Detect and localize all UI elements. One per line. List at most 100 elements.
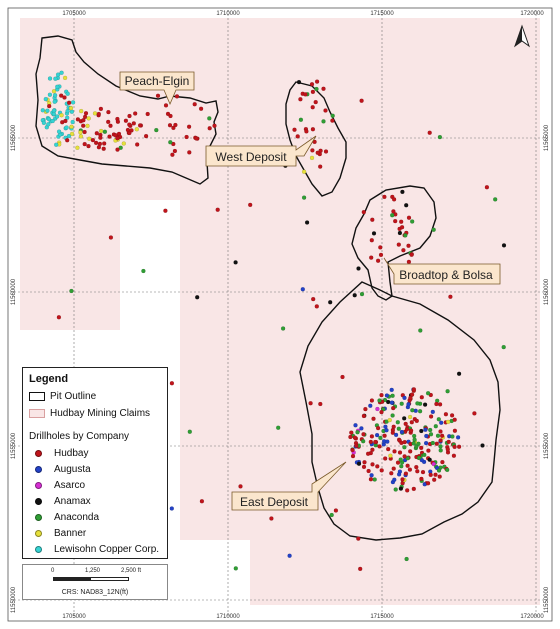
legend-dot-icon xyxy=(35,450,42,457)
drillhole-point xyxy=(437,474,442,479)
drillhole-point xyxy=(390,413,395,418)
drillhole-point xyxy=(137,123,143,128)
x-tick: 1710000 xyxy=(216,11,240,17)
pit-outline-east-deposit xyxy=(299,281,501,541)
legend-dot-icon xyxy=(35,466,42,473)
drillhole-point xyxy=(425,391,431,396)
drillhole-point xyxy=(434,441,439,446)
drillhole-point xyxy=(369,434,375,439)
x-tick: 1720000 xyxy=(520,614,544,620)
drillhole-point xyxy=(66,133,72,139)
drillhole-point xyxy=(198,106,204,111)
legend-item-pit-outline: Pit Outline xyxy=(29,391,96,402)
drillhole-point xyxy=(98,128,104,134)
drillhole-point xyxy=(363,406,368,412)
drillhole-point xyxy=(407,414,413,420)
drillhole-point xyxy=(53,76,58,81)
drillhole-point xyxy=(361,439,366,444)
drillhole-point xyxy=(85,123,90,129)
drillhole-point xyxy=(416,455,422,461)
drillhole-point xyxy=(50,118,55,124)
drillhole-point xyxy=(309,155,315,161)
drillhole-point xyxy=(393,487,398,492)
drillhole-point xyxy=(396,472,402,477)
drillhole-point xyxy=(404,427,410,432)
drillhole-point xyxy=(387,417,392,423)
drillhole-point xyxy=(195,295,200,300)
drillhole-point xyxy=(172,148,178,154)
scale-bar-graphic xyxy=(53,577,129,581)
drillhole-point xyxy=(171,141,176,147)
drillhole-points xyxy=(40,70,507,572)
mining-claims-nw xyxy=(20,18,170,178)
drillhole-point xyxy=(108,123,113,128)
drillhole-point xyxy=(484,185,490,190)
legend-label: Hudbay xyxy=(54,448,89,459)
drillhole-point xyxy=(93,140,99,146)
drillhole-point xyxy=(171,125,176,131)
drillhole-point xyxy=(452,417,457,422)
drillhole-point xyxy=(445,467,450,473)
drillhole-point xyxy=(399,219,404,224)
drillhole-point xyxy=(349,430,354,435)
drillhole-point xyxy=(47,76,53,81)
drillhole-point xyxy=(392,477,397,482)
drillhole-point xyxy=(168,113,173,119)
drillhole-point xyxy=(65,91,70,96)
drillhole-point xyxy=(333,508,339,513)
x-tick: 1705000 xyxy=(62,11,86,17)
drillhole-point xyxy=(404,556,409,562)
drillhole-point xyxy=(371,416,376,421)
drillhole-point xyxy=(449,413,455,418)
drillhole-point xyxy=(192,102,197,107)
y-tick: 11550000 xyxy=(544,586,550,613)
drillhole-point xyxy=(328,300,333,305)
drillhole-point xyxy=(358,566,363,572)
drillhole-point xyxy=(59,93,64,98)
legend-item-company: Augusta xyxy=(29,464,91,475)
x-tick: 1715000 xyxy=(370,614,394,620)
drillhole-point xyxy=(369,398,375,403)
drillhole-point xyxy=(70,119,75,125)
drillhole-point xyxy=(411,486,416,492)
drillhole-point xyxy=(330,113,335,118)
drillhole-point xyxy=(361,209,366,215)
drillhole-point xyxy=(480,443,485,448)
drillhole-point xyxy=(310,89,316,95)
pit-outline-broadtop-bolsa xyxy=(351,185,437,301)
drillhole-point xyxy=(207,126,212,131)
drillhole-point xyxy=(55,84,60,89)
drillhole-point xyxy=(402,395,407,401)
pit-outline-west-deposit xyxy=(285,81,347,197)
drillhole-point xyxy=(450,434,455,439)
drillhole-point xyxy=(310,148,315,153)
legend-label: Hudbay Mining Claims xyxy=(50,408,151,419)
drillhole-point xyxy=(135,142,140,147)
drillhole-point xyxy=(411,387,417,392)
x-tick: 1715000 xyxy=(370,11,394,17)
drillhole-point xyxy=(408,395,413,401)
drillhole-point xyxy=(145,111,150,117)
drillhole-point xyxy=(356,461,362,466)
drillhole-point xyxy=(115,119,121,124)
drillhole-point xyxy=(359,98,364,103)
drillhole-point xyxy=(374,432,380,438)
drillhole-point xyxy=(115,136,120,141)
drillhole-point xyxy=(415,401,420,406)
drillhole-point xyxy=(280,326,286,331)
drillhole-point xyxy=(106,109,111,115)
drillhole-point xyxy=(424,433,429,439)
drillhole-point xyxy=(408,428,414,433)
y-tick: 11550000 xyxy=(11,586,17,613)
drillhole-point xyxy=(127,122,132,127)
drillhole-point xyxy=(391,466,396,471)
drillhole-point xyxy=(78,130,83,135)
drillhole-point xyxy=(400,477,405,482)
drillhole-point xyxy=(127,113,132,119)
drillhole-point xyxy=(437,402,443,407)
drillhole-point xyxy=(398,457,403,462)
drillhole-point xyxy=(233,260,238,265)
drillhole-point xyxy=(54,142,59,147)
drillhole-point xyxy=(392,449,397,454)
drillhole-point xyxy=(143,133,149,139)
